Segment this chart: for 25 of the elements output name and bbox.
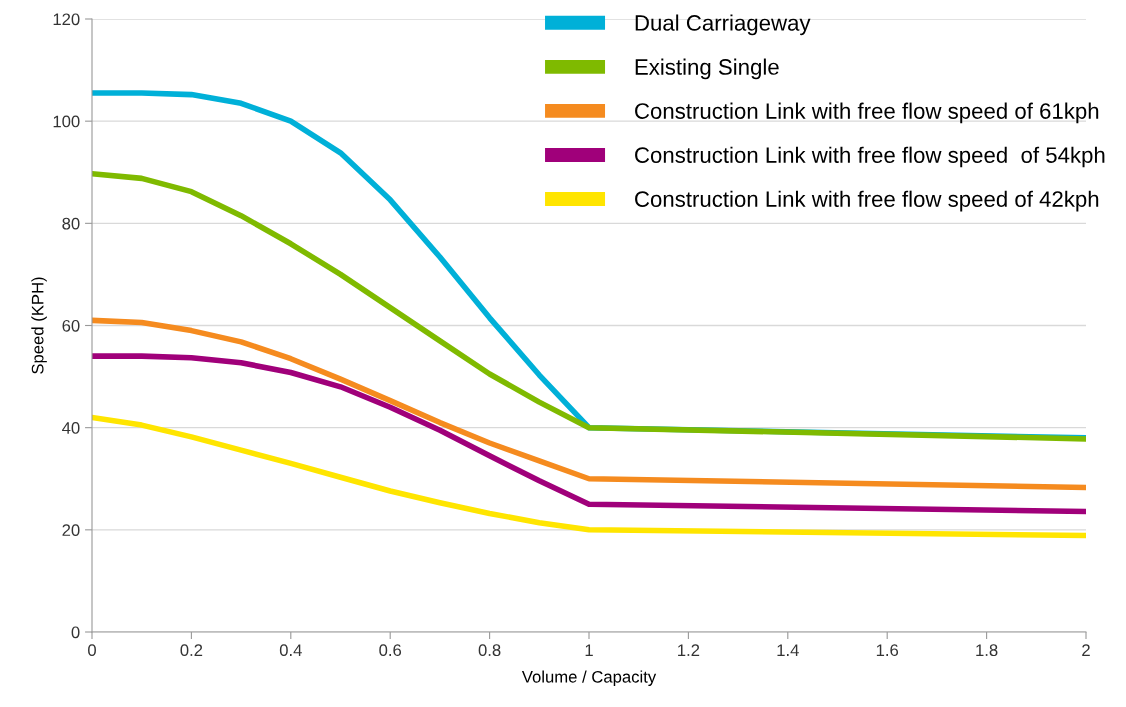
legend-label: Dual Carriageway [635,14,811,36]
y-tick-label: 0 [71,626,80,639]
legend-label: Construction Link with free flow speed of 61kph [635,102,1099,124]
x-tick-label: 0.2 [180,644,203,657]
legend-label: Construction Link with free flow speed of 54kph [635,146,1105,168]
x-tick-label: 2 [1082,644,1090,656]
x-tick-label: 1.8 [976,644,998,657]
x-tick-label: 1.2 [678,644,700,656]
y-axis-title: Speed (KPH) [31,277,47,374]
y-tick-label: 80 [62,217,80,230]
x-tick-label: 1.4 [777,644,799,656]
y-tick-label: 60 [62,319,80,332]
x-tick-label: 0 [88,644,96,657]
x-tick-label: 1 [585,644,593,656]
y-tick-label: 20 [62,524,80,537]
legend-label: Existing Single [635,58,779,80]
x-tick-label: 1.6 [876,644,899,657]
legend-label: Construction Link with free flow speed of 42kph [635,190,1099,212]
x-tick-label: 0.8 [478,644,501,657]
x-tick-label: 0.6 [379,644,402,657]
y-tick-label: 120 [53,13,80,26]
y-tick-label: 40 [62,422,80,434]
x-tick-label: 0.4 [279,644,302,657]
x-axis-title: Volume / Capacity [521,670,657,686]
y-tick-label: 100 [53,115,80,128]
